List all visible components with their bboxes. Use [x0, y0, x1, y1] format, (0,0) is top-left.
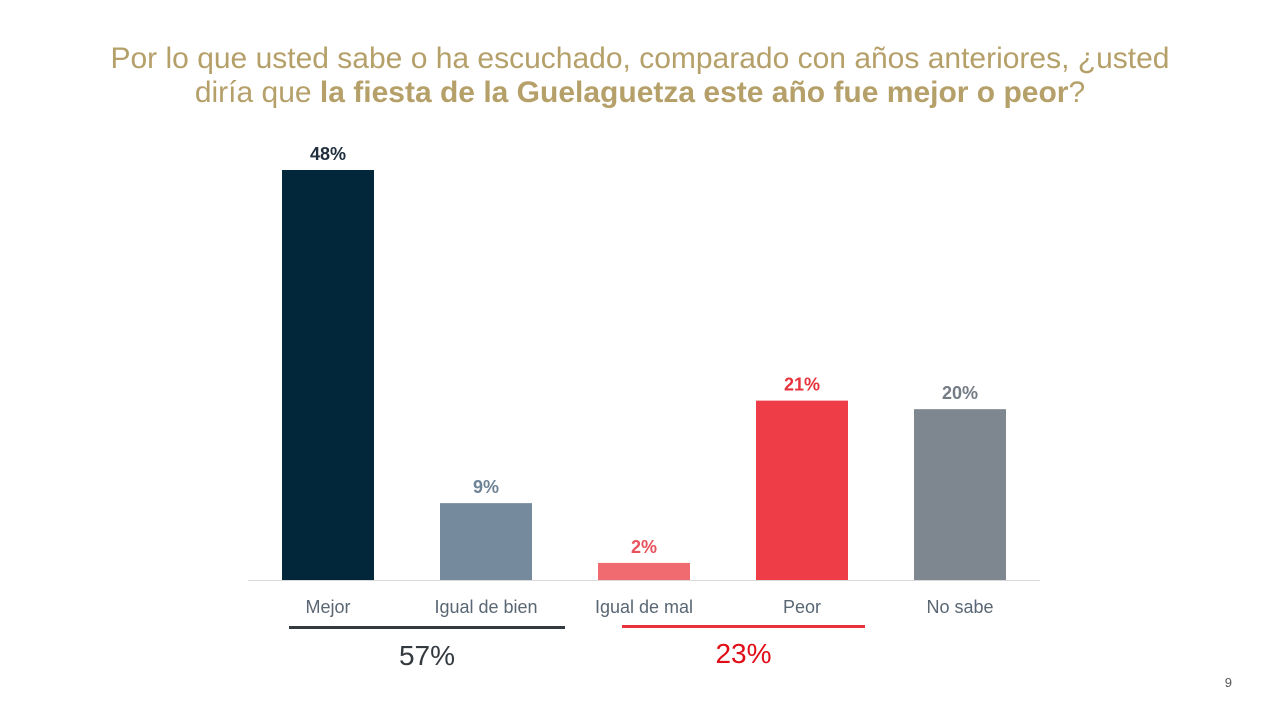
group-underline-negative	[622, 625, 865, 628]
group-underline-positive	[289, 626, 565, 629]
group-total-positive: 57%	[398, 640, 456, 671]
category-label: Mejor	[305, 597, 350, 617]
category-label: Igual de bien	[434, 597, 537, 617]
bar-mejor	[282, 170, 374, 580]
data-label: 20%	[942, 383, 978, 403]
category-label: Igual de mal	[595, 597, 693, 617]
category-label: No sabe	[926, 597, 993, 617]
bar-igual-de-mal	[598, 562, 690, 580]
data-label: 2%	[631, 537, 657, 557]
bar-peor	[756, 400, 848, 580]
chart-title: Por lo que usted sabe o ha escuchado, co…	[90, 42, 1190, 110]
data-label: 48%	[310, 144, 346, 164]
title-line-2-start: diría que	[194, 76, 320, 109]
data-label: 9%	[473, 477, 499, 497]
title-line-1: Por lo que usted sabe o ha escuchado, co…	[110, 42, 1170, 75]
title-question-mark: ?	[1068, 76, 1086, 109]
title-highlight: la fiesta de la Guelaguetza este año fue…	[319, 76, 1069, 109]
bar-igual-de-bien	[440, 503, 532, 580]
page-number: 9	[1224, 675, 1232, 690]
group-total-negative: 23%	[715, 638, 772, 669]
data-label: 21%	[784, 375, 820, 395]
bar-no-sabe	[914, 409, 1006, 580]
category-label: Peor	[783, 597, 821, 617]
